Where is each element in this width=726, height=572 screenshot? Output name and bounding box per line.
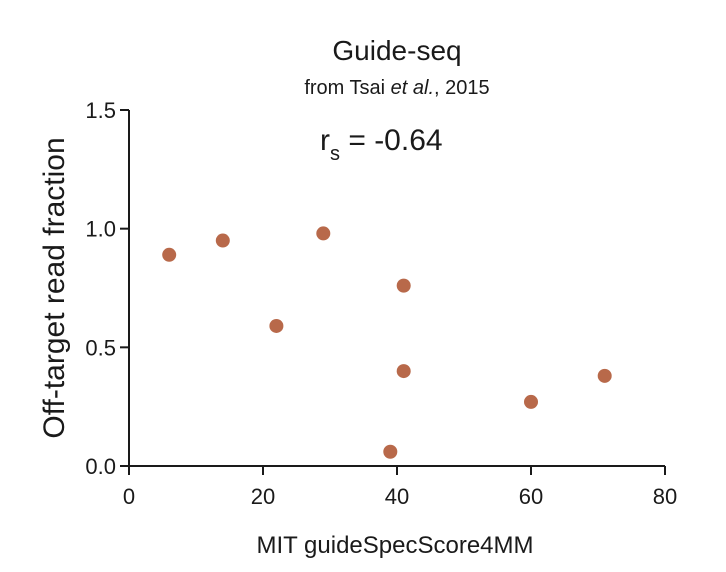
- chart-subtitle: from Tsai et al., 2015: [304, 77, 489, 99]
- chart-title: Guide-seq: [332, 35, 461, 66]
- x-tick-label: 60: [519, 484, 543, 509]
- y-ticks: 0.0 0.5 1.0 1.5: [85, 98, 129, 479]
- data-point: [396, 364, 411, 379]
- annotation-subscript: s: [330, 143, 340, 165]
- annotation-text: = -0.64: [340, 124, 443, 157]
- subtitle-italic: et al.: [391, 77, 434, 99]
- x-tick-label: 80: [653, 484, 677, 509]
- x-axis-label: MIT guideSpecScore4MM: [256, 532, 533, 559]
- data-point: [316, 226, 331, 241]
- y-axis-label: Off-target read fraction: [38, 137, 71, 438]
- y-tick-label: 1.0: [85, 217, 116, 242]
- correlation-annotation: rs = -0.64: [320, 124, 443, 165]
- subtitle-suffix: , 2015: [434, 77, 490, 99]
- x-tick-label: 40: [385, 484, 409, 509]
- data-point: [215, 233, 230, 248]
- subtitle-prefix: from Tsai: [304, 77, 390, 99]
- y-tick-label: 0.5: [85, 335, 116, 360]
- data-point: [162, 247, 177, 262]
- x-tick-label: 20: [251, 484, 275, 509]
- data-point: [383, 444, 398, 459]
- x-ticks: 0 20 40 60 80: [123, 466, 677, 509]
- x-tick-label: 0: [123, 484, 135, 509]
- annotation-base: r: [320, 124, 330, 157]
- y-tick-label: 0.0: [85, 454, 116, 479]
- data-points: [162, 226, 612, 459]
- y-tick-label: 1.5: [85, 98, 116, 123]
- data-point: [524, 394, 538, 409]
- data-point: [269, 318, 284, 333]
- data-point: [597, 368, 612, 383]
- data-point: [396, 278, 411, 293]
